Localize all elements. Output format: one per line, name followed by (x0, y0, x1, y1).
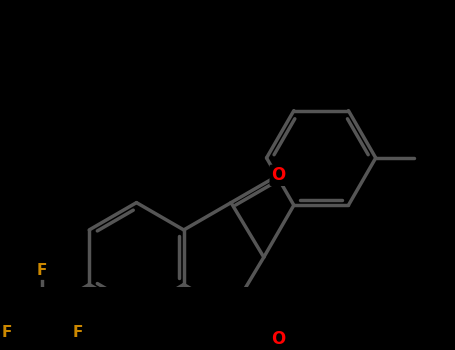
Text: O: O (271, 166, 285, 184)
Text: F: F (37, 263, 47, 278)
Text: F: F (1, 325, 12, 340)
Text: F: F (72, 325, 82, 340)
Text: O: O (271, 330, 285, 348)
